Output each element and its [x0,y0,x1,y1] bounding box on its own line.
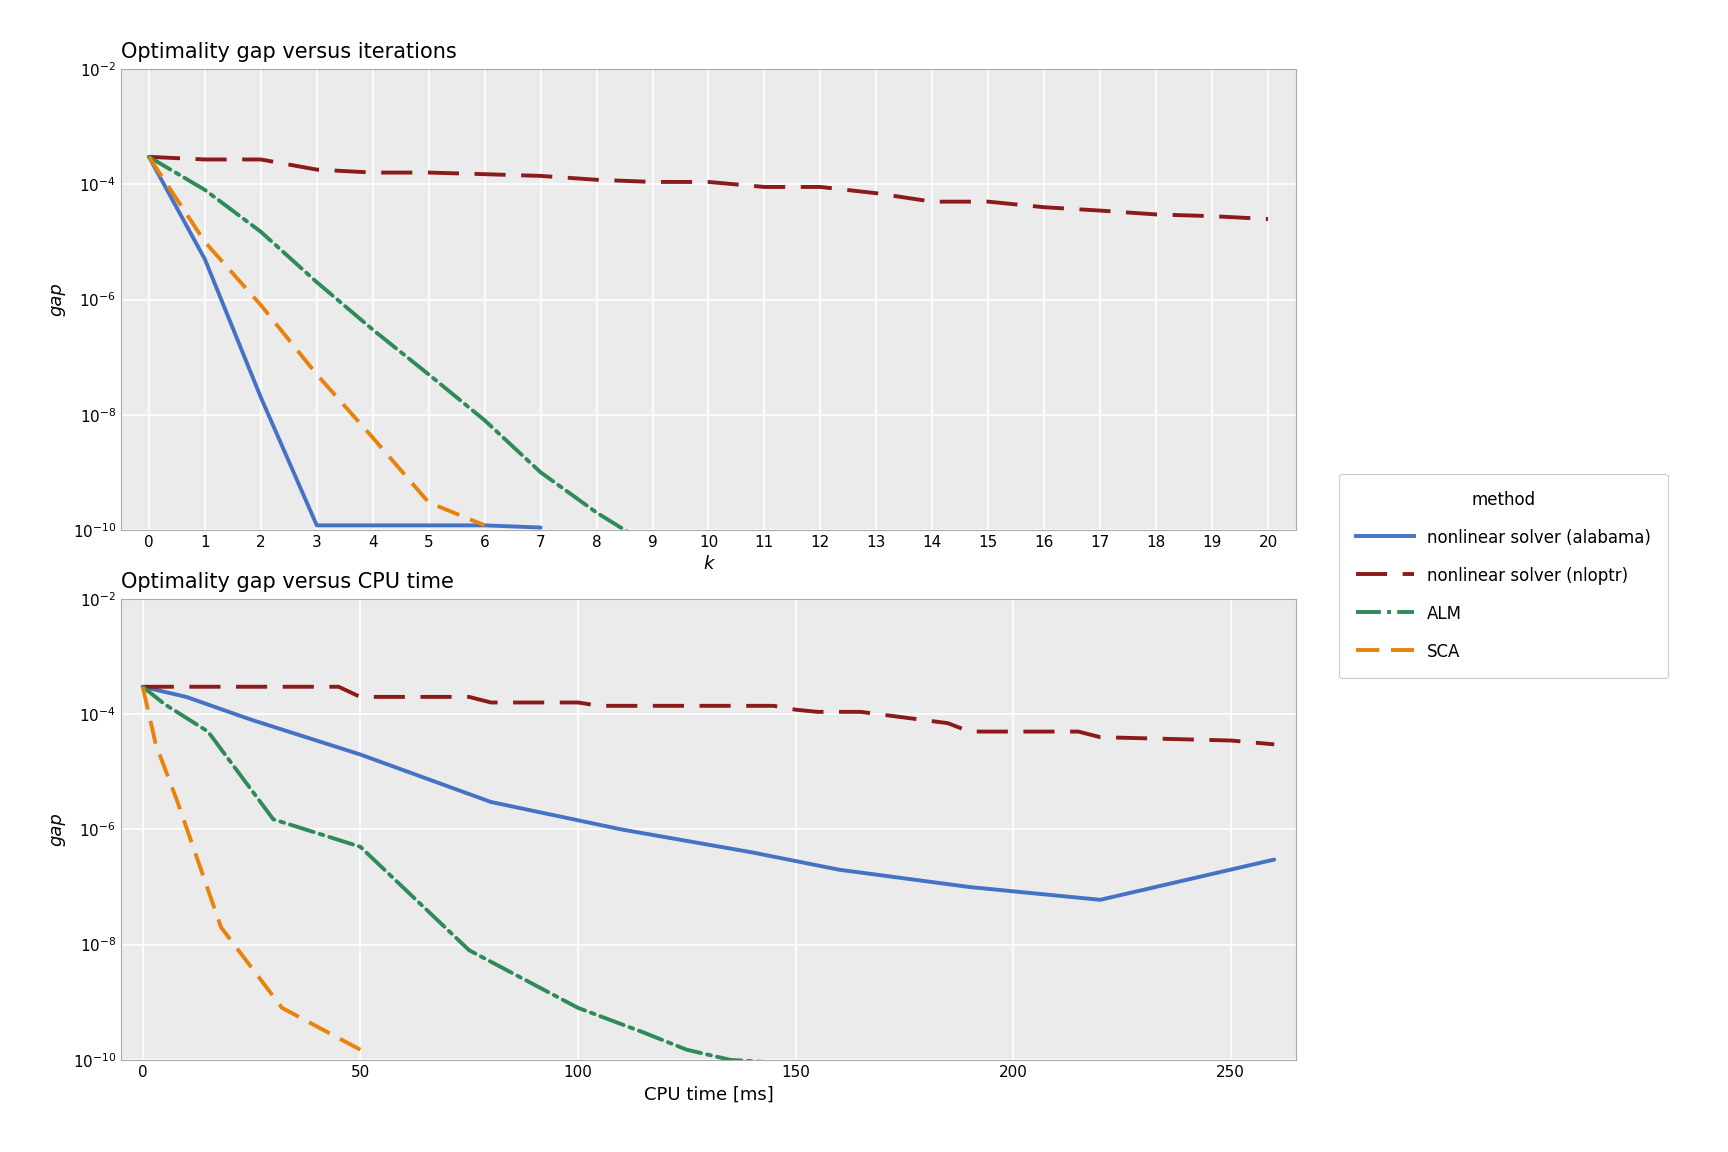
X-axis label: k: k [703,555,714,574]
Y-axis label: gap: gap [48,282,66,317]
Text: Optimality gap versus iterations: Optimality gap versus iterations [121,41,456,62]
Y-axis label: gap: gap [48,812,66,847]
Legend: nonlinear solver (alabama), nonlinear solver (nloptr), ALM, SCA: nonlinear solver (alabama), nonlinear so… [1339,473,1668,679]
X-axis label: CPU time [ms]: CPU time [ms] [643,1085,774,1104]
Text: Optimality gap versus CPU time: Optimality gap versus CPU time [121,571,454,592]
